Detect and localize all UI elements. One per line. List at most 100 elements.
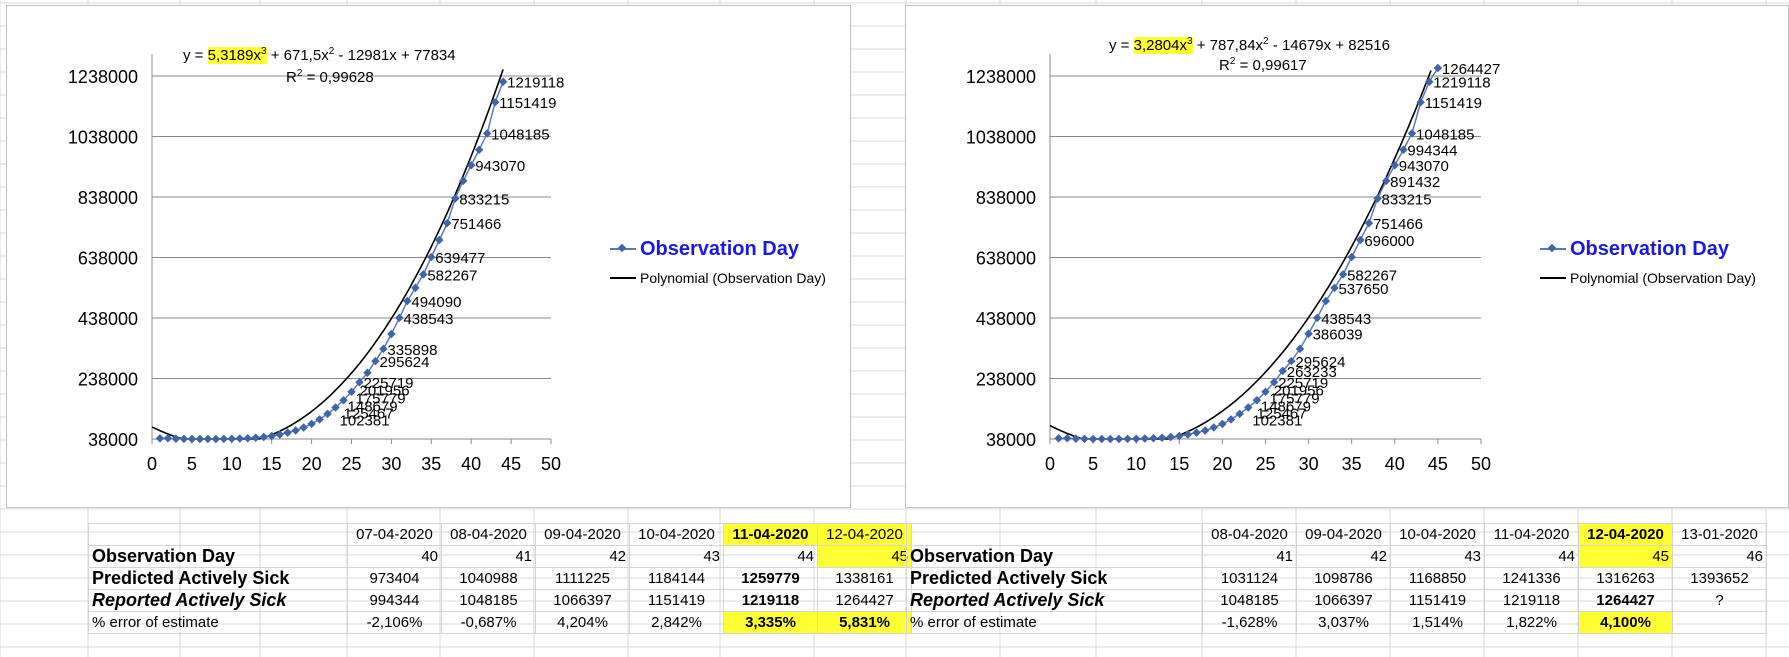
row-label[interactable]: Reported Actively Sick (88, 589, 348, 612)
data-point[interactable] (259, 432, 268, 442)
data-point[interactable] (411, 283, 420, 293)
data-point[interactable] (1106, 434, 1115, 444)
data-point[interactable] (315, 415, 324, 424)
data-point[interactable] (1200, 426, 1210, 435)
cell-date[interactable]: 12-04-2020 (817, 523, 912, 546)
data-point[interactable] (1157, 433, 1167, 443)
cell[interactable]: 41 (441, 545, 536, 568)
data-point[interactable] (1381, 176, 1391, 186)
cell[interactable] (1672, 611, 1767, 634)
data-point[interactable] (1226, 415, 1236, 424)
data-point[interactable] (379, 344, 388, 354)
data-point[interactable] (1235, 409, 1244, 419)
cell[interactable]: 1338161 (817, 567, 912, 590)
data-point[interactable] (427, 252, 436, 262)
data-point[interactable] (1312, 313, 1322, 323)
data-point[interactable] (403, 296, 412, 306)
data-point[interactable] (227, 434, 237, 443)
cell[interactable]: 1219118 (723, 589, 818, 612)
data-point[interactable] (299, 423, 308, 432)
data-point[interactable] (458, 176, 468, 186)
data-point[interactable] (251, 433, 260, 443)
cell[interactable]: 1151419 (629, 589, 724, 612)
cell[interactable]: 1,514% (1390, 611, 1485, 634)
row-label[interactable]: Observation Day (906, 545, 1203, 568)
data-point[interactable] (435, 235, 444, 245)
data-point[interactable] (355, 377, 364, 387)
cell[interactable]: 1151419 (1390, 589, 1485, 612)
cell[interactable]: 3,335% (723, 611, 818, 634)
cell[interactable]: ? (1672, 589, 1767, 612)
data-point[interactable] (1390, 160, 1400, 170)
data-point[interactable] (363, 368, 372, 377)
data-point[interactable] (203, 434, 213, 444)
cell-date[interactable]: 12-04-2020 (1578, 523, 1673, 546)
data-point[interactable] (474, 145, 484, 154)
cell[interactable]: 43 (629, 545, 724, 568)
cell[interactable]: 4,100% (1578, 611, 1673, 634)
data-point[interactable] (187, 434, 197, 444)
data-point[interactable] (267, 431, 276, 441)
cell-date[interactable]: 09-04-2020 (1296, 523, 1391, 546)
row-label[interactable]: Predicted Actively Sick (88, 567, 348, 590)
data-point[interactable] (443, 218, 452, 228)
cell[interactable]: 1316263 (1578, 567, 1673, 590)
cell-date[interactable]: 11-04-2020 (1484, 523, 1579, 546)
data-point[interactable] (171, 434, 181, 443)
cell[interactable]: 1241336 (1484, 567, 1579, 590)
data-point[interactable] (482, 129, 492, 138)
cell-date[interactable]: 07-04-2020 (347, 523, 442, 546)
data-point[interactable] (371, 356, 380, 366)
cell[interactable]: 1066397 (535, 589, 630, 612)
cell[interactable]: 1168850 (1390, 567, 1485, 590)
data-point[interactable] (283, 428, 292, 437)
data-point[interactable] (1373, 194, 1382, 203)
chart-left[interactable]: 38000 238000 438000 638000 838000 1038000 1238… (6, 5, 851, 508)
cell[interactable]: 41 (1202, 545, 1297, 568)
data-point[interactable] (275, 430, 284, 439)
cell[interactable]: 44 (1484, 545, 1579, 568)
cell[interactable]: 994344 (347, 589, 442, 612)
chart-legend[interactable]: Observation Day Polynomial (Observation … (610, 234, 826, 292)
data-point[interactable] (219, 434, 229, 444)
cell[interactable]: 1111225 (535, 567, 630, 590)
cell-date[interactable]: 13-01-2020 (1672, 523, 1767, 546)
cell[interactable]: 3,037% (1296, 611, 1391, 634)
cell-date[interactable]: 11-04-2020 (723, 523, 818, 546)
data-point[interactable] (1356, 235, 1365, 245)
cell-date[interactable]: 09-04-2020 (535, 523, 630, 546)
cell[interactable]: 1048185 (441, 589, 536, 612)
data-point[interactable] (395, 313, 404, 323)
data-point[interactable] (1140, 434, 1150, 443)
row-label[interactable]: Predicted Actively Sick (906, 567, 1203, 590)
chart-legend[interactable]: Observation Day Polynomial (Observation … (1540, 234, 1756, 292)
cell[interactable]: 42 (535, 545, 630, 568)
cell[interactable]: 973404 (347, 567, 442, 590)
cell[interactable]: 1040988 (441, 567, 536, 590)
data-point[interactable] (1080, 434, 1089, 444)
data-point[interactable] (331, 403, 340, 412)
data-point[interactable] (291, 426, 300, 435)
data-point[interactable] (243, 434, 253, 443)
data-point[interactable] (1287, 356, 1296, 366)
cell[interactable]: 1066397 (1296, 589, 1391, 612)
chart-right[interactable]: 38000 238000 438000 638000 838000 1038000 1238… (905, 5, 1789, 508)
cell[interactable]: 1,822% (1484, 611, 1579, 634)
data-point[interactable] (1166, 432, 1175, 442)
data-point[interactable] (1364, 218, 1374, 228)
cell[interactable]: 40 (347, 545, 442, 568)
data-point[interactable] (498, 77, 508, 86)
data-point[interactable] (1244, 403, 1253, 412)
data-point[interactable] (339, 396, 348, 405)
data-point[interactable] (1321, 296, 1331, 306)
cell[interactable]: 1264427 (817, 589, 912, 612)
data-point[interactable] (155, 434, 165, 443)
cell[interactable]: 45 (1578, 545, 1673, 568)
row-label[interactable]: Observation Day (88, 545, 348, 568)
cell-date[interactable]: 10-04-2020 (1390, 523, 1485, 546)
cell-date[interactable]: 08-04-2020 (1202, 523, 1297, 546)
data-point[interactable] (1252, 396, 1262, 405)
data-point[interactable] (1114, 434, 1124, 444)
data-point[interactable] (1131, 434, 1141, 443)
row-label[interactable]: % error of estimate (88, 611, 348, 634)
